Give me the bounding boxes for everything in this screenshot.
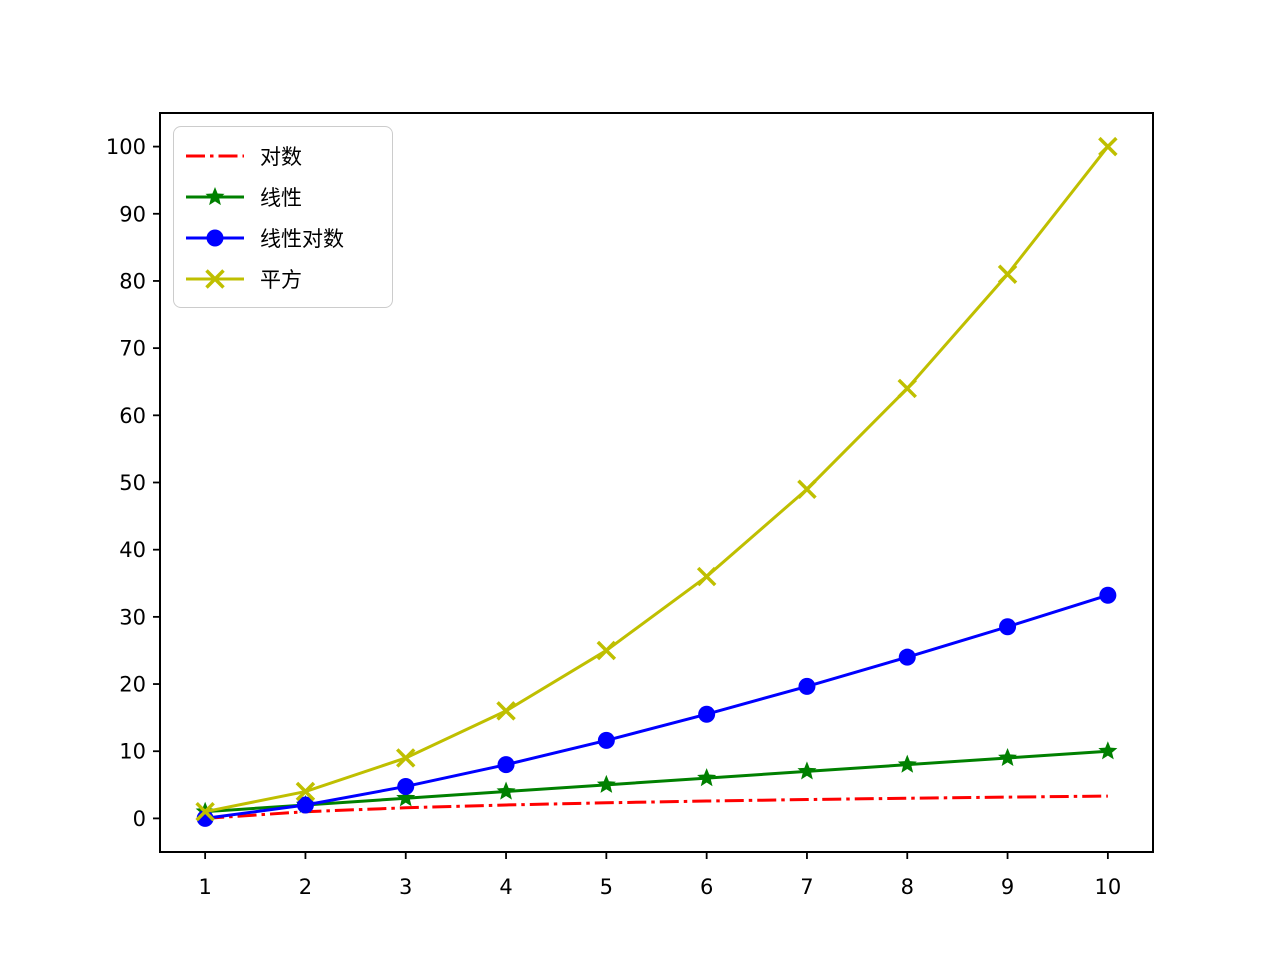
- x-tick-label: 3: [399, 875, 412, 899]
- series-marker-3: [797, 479, 817, 499]
- legend-sample-linearlog-line-icon: [186, 229, 244, 246]
- legend-label-linear: 线性: [260, 185, 302, 210]
- x-tick-label: 9: [1001, 875, 1014, 899]
- series-marker-1: [797, 761, 817, 780]
- series-marker-3: [396, 748, 416, 768]
- series-line-2: [204, 593, 1109, 820]
- series-marker-1: [897, 754, 917, 773]
- x-tick-label: 5: [600, 875, 613, 899]
- x-tick-label: 6: [700, 875, 713, 899]
- series-marker-1: [596, 774, 616, 793]
- legend-marker: [205, 268, 225, 289]
- legend-label-square: 平方: [260, 267, 302, 292]
- y-tick-label: 30: [119, 605, 146, 629]
- series-marker-1: [396, 788, 416, 807]
- plot-border: [159, 112, 1154, 853]
- x-tick-label: 10: [1094, 875, 1121, 899]
- legend-sample-linear-line-icon: [186, 186, 244, 205]
- series-marker-1: [496, 781, 516, 800]
- series-marker-3: [897, 378, 917, 399]
- legend-label-linearlog: 线性对数: [260, 226, 344, 251]
- series-marker-2: [999, 618, 1017, 636]
- series-0: [205, 794, 1108, 820]
- series-marker-2: [698, 705, 716, 723]
- x-tick-label: 1: [198, 875, 211, 899]
- legend-sample-log-line-icon: [186, 154, 244, 157]
- x-tick-label: 4: [499, 875, 512, 899]
- legend-item-square: 平方: [184, 258, 380, 299]
- series-marker-2: [1099, 586, 1117, 604]
- legend-item-log: 对数: [184, 135, 380, 176]
- y-tick-label: 40: [119, 538, 146, 562]
- series-line-3: [204, 145, 1110, 814]
- legend-label-log: 对数: [260, 144, 302, 169]
- series-marker-3: [1098, 136, 1118, 157]
- y-tick-label: 20: [119, 673, 146, 697]
- y-tick-label: 60: [119, 404, 146, 428]
- series-line-1: [205, 749, 1108, 814]
- y-tick-label: 50: [119, 471, 146, 495]
- series-2: [196, 586, 1117, 827]
- series-marker-3: [295, 781, 316, 802]
- series-marker-2: [397, 777, 415, 795]
- x-tick-label: 2: [299, 875, 312, 899]
- series-3: [195, 136, 1118, 822]
- series-marker-2: [898, 648, 916, 666]
- legend-item-linear: 线性: [184, 176, 380, 217]
- y-tick-label: 0: [133, 807, 146, 831]
- series-marker-2: [296, 796, 314, 814]
- series-marker-3: [696, 566, 717, 587]
- series-line-0: [205, 794, 1108, 820]
- x-tick-label: 8: [901, 875, 914, 899]
- series-marker-3: [997, 264, 1018, 284]
- y-tick-label: 100: [106, 135, 146, 159]
- x-tick-label: 7: [800, 875, 813, 899]
- series-marker-2: [497, 756, 515, 774]
- y-tick-label: 80: [119, 269, 146, 293]
- series-marker-1: [998, 747, 1018, 767]
- legend-item-linearlog: 线性对数: [184, 217, 380, 258]
- series-marker-2: [798, 677, 816, 695]
- series-marker-1: [697, 768, 717, 787]
- series-marker-3: [195, 801, 215, 822]
- series-marker-3: [496, 701, 516, 721]
- legend-sample-square-line-icon: [186, 268, 244, 289]
- series-marker-1: [1098, 741, 1118, 760]
- legend-marker: [205, 186, 225, 205]
- series-marker-2: [597, 731, 615, 749]
- series-marker-3: [596, 640, 617, 661]
- legend: 对数 线性 线性对数 平方: [173, 126, 393, 308]
- legend-marker: [206, 229, 224, 246]
- y-tick-label: 10: [119, 740, 146, 764]
- y-tick-label: 70: [119, 337, 146, 361]
- y-tick-label: 90: [119, 202, 146, 226]
